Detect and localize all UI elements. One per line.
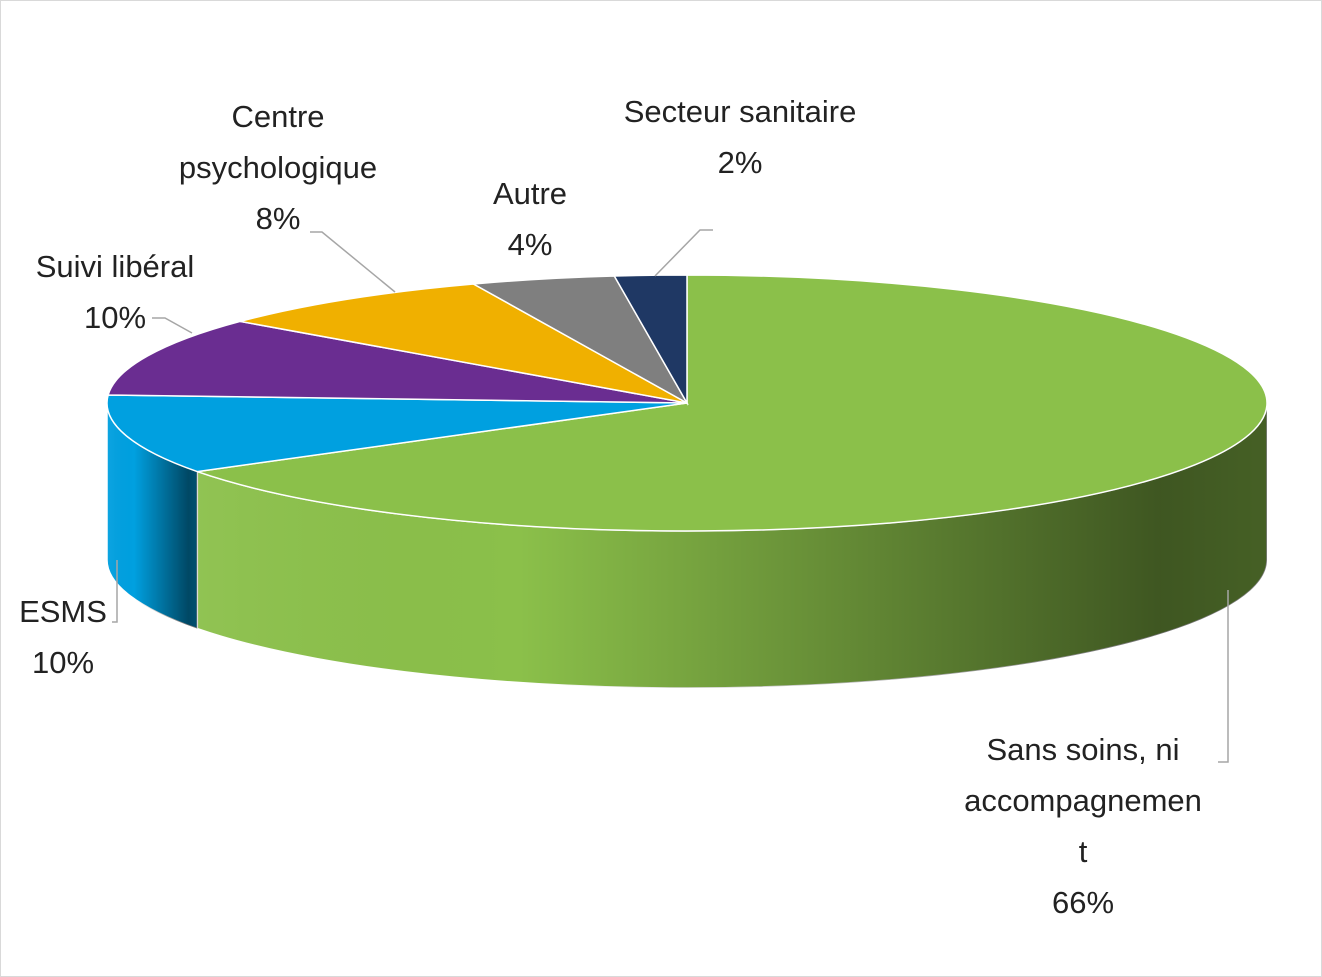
leader-line <box>152 317 193 334</box>
data-label: Secteur sanitaire 2% <box>605 86 875 188</box>
value-label: 10% <box>31 645 95 680</box>
leader-line <box>112 560 118 623</box>
data-label: Suivi libéral 10% <box>0 241 250 343</box>
category-name: ESMS <box>19 594 107 629</box>
category-name: Sans soins, ni accompagnement <box>964 732 1202 869</box>
category-name: Suivi libéral <box>35 249 195 284</box>
side-shade <box>107 403 198 629</box>
leader-line <box>654 229 713 277</box>
value-label: 4% <box>507 227 553 262</box>
slice <box>106 394 688 473</box>
slice <box>239 283 688 404</box>
category-name: Secteur sanitaire <box>623 94 857 129</box>
slice <box>107 320 688 404</box>
data-label: ESMS 10% <box>0 586 198 688</box>
value-label: 10% <box>83 300 147 335</box>
value-label: 8% <box>255 201 301 236</box>
data-label: Sans soins, ni accompagnement 66% <box>963 724 1203 928</box>
leader-line <box>310 231 396 293</box>
value-label: 66% <box>1051 885 1115 920</box>
slice <box>197 274 1268 532</box>
category-name: Centre psychologique <box>178 99 378 185</box>
value-label: 2% <box>717 145 763 180</box>
data-label: Autre 4% <box>395 168 665 270</box>
side-shade <box>197 403 1268 689</box>
data-label: Centre psychologique 8% <box>138 91 418 244</box>
leader-line <box>1218 590 1229 763</box>
category-name: Autre <box>492 176 568 211</box>
slice <box>613 274 688 406</box>
